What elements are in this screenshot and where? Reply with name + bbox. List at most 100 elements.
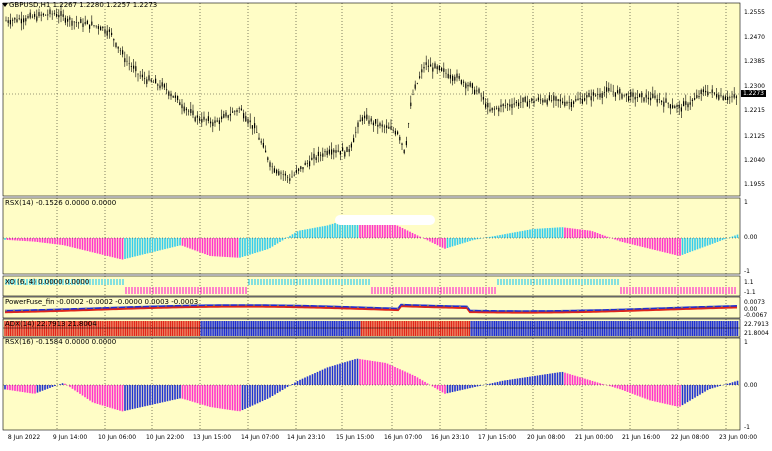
time-axis-label: 13 Jun 15:00 [192, 434, 232, 441]
candle-body [482, 96, 484, 100]
candle-body [573, 101, 575, 104]
candle-body [137, 73, 139, 75]
candle-body [320, 154, 322, 156]
powerfuse-title: PowerFuse_fin -0.0002 -0.0002 -0.0000 0.… [5, 298, 199, 306]
candle-body [480, 95, 482, 97]
price-scale-label: 1.2300 [744, 83, 765, 90]
candle-body [575, 99, 577, 101]
candle-body [491, 107, 493, 111]
candle-body [355, 131, 357, 133]
candle-body [282, 174, 284, 175]
candle-body [427, 65, 429, 67]
candle-body [502, 104, 504, 107]
time-axis-label: 20 Jun 08:00 [526, 434, 566, 441]
candle-body [100, 26, 102, 31]
candle-body [436, 66, 438, 70]
candle-body [456, 73, 458, 78]
candle-body [524, 96, 526, 102]
candle-body [67, 18, 69, 22]
candle-body [610, 90, 612, 92]
candle-body [249, 120, 251, 123]
candle-body [636, 97, 638, 98]
candle-body [95, 25, 97, 27]
candle-body [526, 101, 528, 107]
rsx16-scale: -1 [744, 424, 750, 431]
candle-body [599, 93, 601, 98]
candle-body [542, 99, 544, 103]
candle-body [14, 17, 16, 20]
price-scale-label: 1.1955 [744, 181, 765, 188]
candle-body [133, 65, 135, 69]
candle-body [520, 102, 522, 103]
candle-body [161, 82, 163, 87]
candle-body [669, 104, 671, 109]
candle-body [689, 102, 691, 105]
powerfuse-scale: 0.00 [744, 306, 758, 313]
candle-body [632, 92, 634, 97]
candle-body [676, 105, 678, 108]
price-scale-label: 1.2215 [744, 107, 765, 114]
candle-body [324, 151, 326, 153]
powerfuse-scale: 0.0073 [744, 299, 765, 306]
candle-body [20, 18, 22, 24]
candle-body [75, 22, 77, 23]
price-scale-label: 1.2040 [744, 157, 765, 164]
candle-body [82, 23, 84, 27]
candle-body [188, 110, 190, 112]
candle-body [256, 132, 258, 133]
candle-body [500, 104, 502, 107]
candle-body [729, 96, 731, 98]
candle-body [139, 75, 141, 77]
candle-body [128, 63, 130, 65]
candle-body [159, 85, 161, 89]
candle-body [51, 13, 53, 15]
adx-scale: 22.7913 [744, 321, 769, 328]
candle-body [625, 93, 627, 96]
candle-body [678, 104, 680, 108]
candle-body [190, 108, 192, 113]
candle-body [359, 119, 361, 122]
candle-body [177, 95, 179, 101]
candle-body [122, 50, 124, 55]
candle-body [397, 131, 399, 135]
candle-body [78, 22, 80, 24]
candle-body [707, 91, 709, 96]
candle-body [383, 126, 385, 128]
candle-body [533, 100, 535, 103]
candle-body [581, 98, 583, 104]
candle-body [364, 115, 366, 119]
candle-body [557, 99, 559, 102]
price-scale-label: 1.2385 [744, 58, 765, 65]
candle-body [276, 169, 278, 174]
candle-body [416, 83, 418, 84]
candle-body [474, 89, 476, 95]
candle-body [40, 14, 42, 16]
powerfuse-lines [4, 303, 738, 314]
candle-body [548, 95, 550, 101]
candle-body [135, 66, 137, 72]
candle-body [113, 38, 115, 41]
candle-body [236, 110, 238, 112]
price-scale-label: 1.2125 [744, 133, 765, 140]
candle-body [148, 75, 150, 81]
candle-body [353, 138, 355, 143]
candle-body [553, 95, 555, 101]
candle-body [617, 90, 619, 93]
candle-body [414, 84, 416, 89]
candle-body [170, 93, 172, 97]
candle-body [350, 143, 352, 148]
pane-xo [2, 275, 741, 297]
price-scale-label: 1.2470 [744, 34, 765, 41]
candle-body [379, 123, 381, 126]
candle-body [166, 89, 168, 91]
candle-body [58, 14, 60, 18]
candle-body [619, 88, 621, 94]
symbol-dropdown-icon[interactable] [2, 3, 8, 7]
candle-body [196, 115, 198, 118]
candle-body [709, 92, 711, 93]
candle-body [229, 113, 231, 116]
candle-body [586, 95, 588, 98]
candle-body [645, 94, 647, 98]
candle-body [234, 111, 236, 112]
